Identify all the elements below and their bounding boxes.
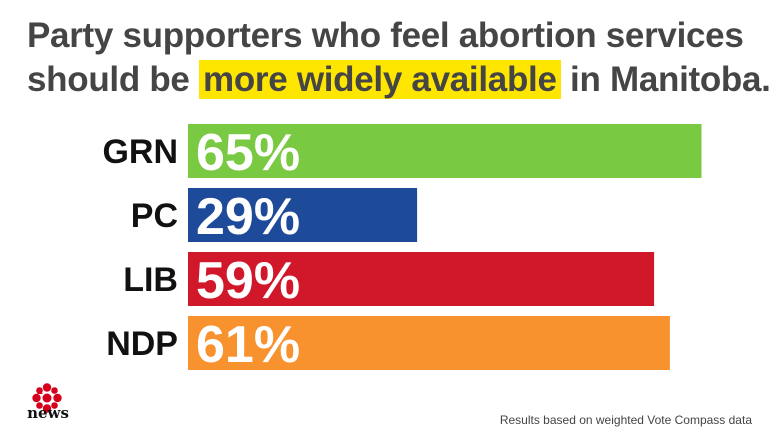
value-label-ndp: 61% [196,316,300,374]
category-label-lib: LIB [123,261,178,299]
title-prefix: should be [27,60,200,99]
title-line-1: Party supporters who feel abortion servi… [27,16,744,55]
cbc-gem-icon [32,383,62,413]
category-label-grn: GRN [102,133,178,171]
source-note: Results based on weighted Vote Compass d… [499,413,752,427]
title-highlight: more widely available [199,60,561,99]
bar-ndp [188,316,670,370]
category-label-ndp: NDP [106,325,178,363]
chart-title: Party supporters who feel abortion servi… [27,14,771,102]
category-label-pc: PC [131,197,178,235]
bar-pc [188,188,418,242]
value-label-grn: 65% [196,124,300,182]
logo-wordmark: news [27,404,69,422]
bar-lib [188,252,655,306]
title-suffix: in Manitoba. [560,60,771,99]
value-label-lib: 59% [196,252,300,310]
title-line-2: should be more widely available in Manit… [27,58,771,102]
value-label-pc: 29% [196,188,300,246]
bar-grn [188,124,702,178]
